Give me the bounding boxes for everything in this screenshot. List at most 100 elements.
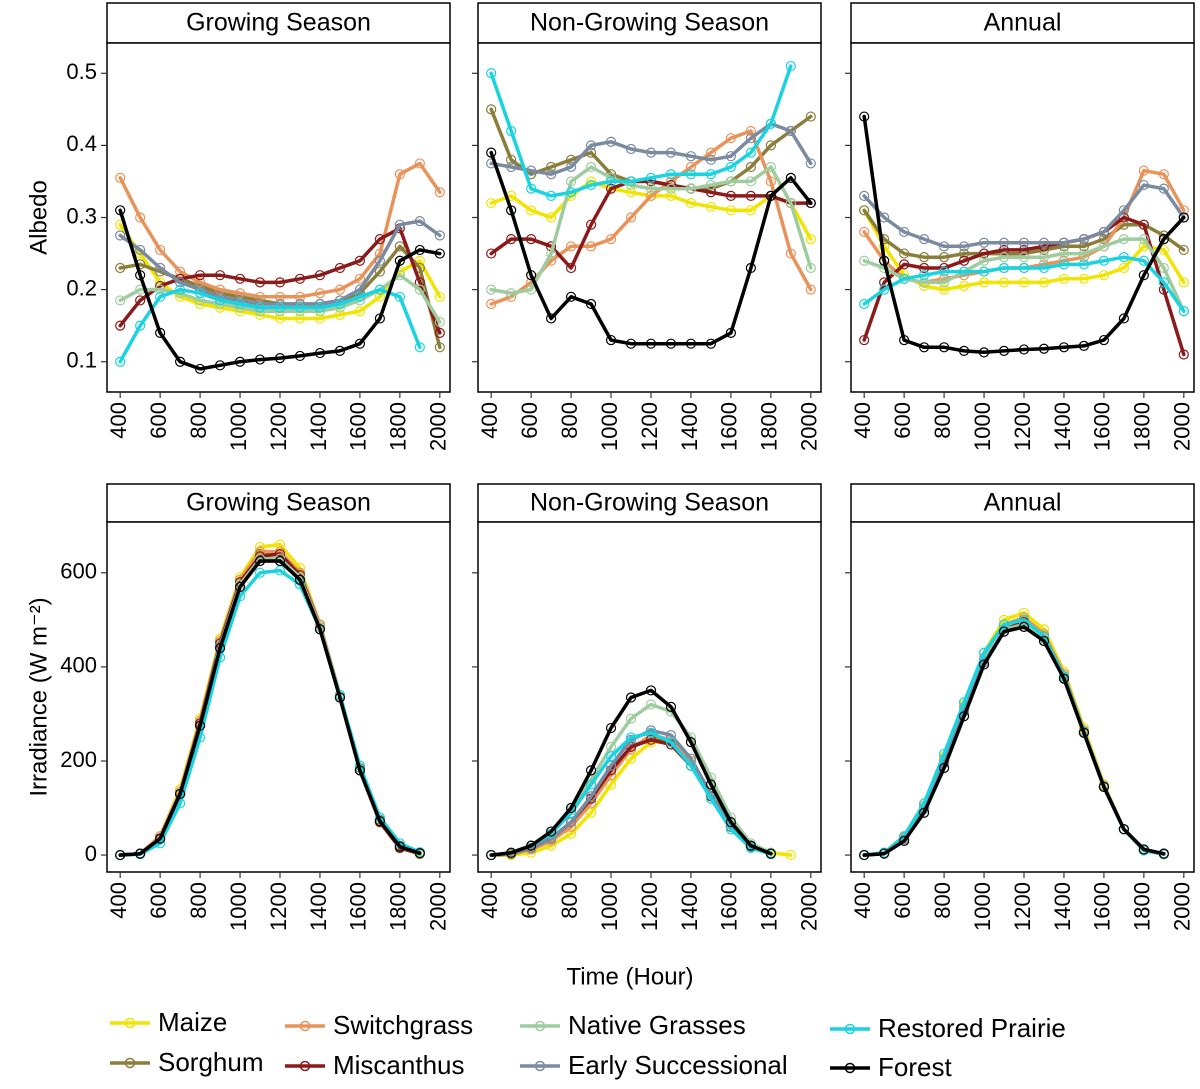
data-point: [1098, 241, 1110, 252]
strip: [477, 2, 822, 44]
data-point: [135, 295, 146, 306]
data-point: [625, 732, 637, 743]
data-point: [1038, 343, 1050, 354]
data-point: [374, 816, 385, 827]
data-point: [645, 183, 657, 194]
data-point: [585, 765, 597, 776]
data-point: [115, 230, 126, 241]
data-point: [565, 161, 577, 173]
legend-marker: [124, 1017, 136, 1029]
data-point: [214, 284, 226, 295]
x-tick-label: 1400: [1050, 882, 1075, 931]
data-point: [685, 161, 697, 173]
data-point: [155, 327, 166, 338]
data-point: [155, 262, 166, 274]
data-point: [486, 284, 497, 295]
data-point: [115, 172, 126, 183]
data-point: [805, 197, 816, 209]
data-point: [1178, 306, 1189, 317]
data-point: [486, 68, 497, 79]
data-point: [879, 255, 890, 266]
data-point: [978, 277, 990, 288]
data-point: [585, 179, 597, 191]
data-point: [1018, 252, 1030, 263]
data-point: [585, 241, 597, 252]
series-line: [118, 208, 442, 371]
x-tick-label: 600: [890, 402, 915, 439]
x-tick-label: 1800: [757, 882, 782, 931]
strip: [106, 483, 451, 523]
data-point: [1078, 241, 1090, 252]
data-point: [998, 345, 1010, 356]
data-point: [725, 151, 737, 162]
data-point: [314, 624, 326, 635]
data-point: [665, 701, 677, 712]
x-tick-label: 1000: [597, 402, 622, 451]
data-point: [705, 169, 717, 180]
data-point: [546, 161, 557, 173]
data-point: [585, 140, 597, 151]
x-tick-label: 800: [930, 402, 955, 439]
data-point: [725, 176, 737, 187]
x-tick-label: 1000: [970, 882, 995, 931]
strip: [850, 2, 1195, 44]
legend-marker: [299, 1020, 311, 1032]
plot-frame: [106, 521, 451, 873]
x-tick-label: 400: [850, 402, 875, 439]
x-tick-label: 2000: [797, 882, 822, 931]
data-point: [625, 692, 637, 703]
y-tick-label: 0: [85, 841, 97, 866]
data-point: [434, 291, 445, 302]
data-point: [998, 244, 1010, 256]
data-point: [434, 248, 445, 259]
series-line: [862, 208, 1186, 259]
data-point: [254, 277, 266, 288]
legend-marker: [534, 1020, 546, 1032]
data-point: [175, 284, 186, 295]
data-point: [745, 147, 756, 158]
data-point: [1178, 212, 1189, 223]
data-point: [115, 262, 126, 274]
data-point: [978, 659, 990, 670]
data-point: [1038, 252, 1050, 263]
data-point: [155, 244, 166, 256]
data-point: [546, 190, 557, 201]
data-point: [194, 277, 206, 288]
series-line: [862, 215, 1186, 357]
data-point: [135, 212, 146, 223]
data-point: [546, 826, 557, 837]
data-point: [705, 793, 717, 804]
data-point: [194, 270, 206, 281]
data-point: [1018, 277, 1030, 288]
data-point: [919, 807, 930, 818]
x-tick-label: 1000: [597, 882, 622, 931]
data-point: [665, 737, 677, 748]
data-point: [334, 284, 346, 295]
y-tick-label: 0.2: [66, 275, 97, 300]
data-point: [155, 284, 166, 295]
data-point: [1058, 342, 1070, 353]
data-point: [1178, 277, 1189, 288]
x-tick-label: 400: [850, 882, 875, 919]
data-point: [1158, 169, 1169, 180]
data-point: [1058, 273, 1070, 284]
x-tick-label: 800: [930, 882, 955, 919]
data-point: [1118, 205, 1129, 216]
series-line: [862, 237, 1186, 313]
data-point: [1018, 262, 1030, 274]
data-point: [1098, 226, 1110, 238]
data-point: [605, 183, 617, 194]
data-point: [978, 347, 990, 358]
legend-label: Switchgrass: [333, 1010, 473, 1040]
plot-frame: [106, 42, 451, 393]
data-point: [1178, 244, 1189, 256]
data-point: [434, 187, 445, 198]
data-point: [685, 183, 697, 194]
data-point: [274, 313, 286, 324]
x-tick-label: 600: [146, 882, 171, 919]
data-point: [745, 125, 756, 137]
x-axis-label: Time (Hour): [566, 963, 693, 990]
data-point: [605, 334, 617, 346]
data-point: [998, 237, 1010, 248]
x-tick-label: 400: [106, 882, 131, 919]
